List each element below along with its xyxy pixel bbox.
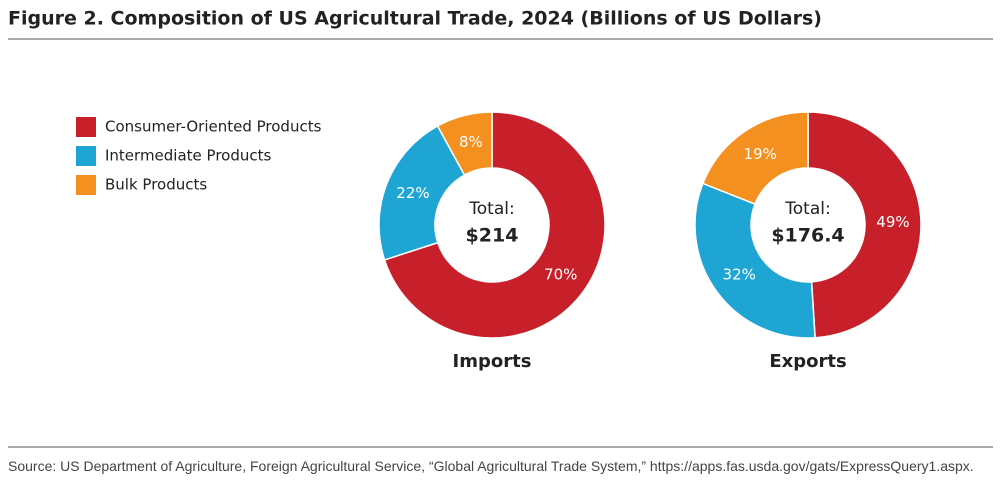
- total-label: Total:: [784, 199, 830, 219]
- slice-label: 70%: [544, 265, 577, 283]
- total-value: $214: [466, 225, 519, 247]
- slice-label: 8%: [459, 133, 483, 151]
- slice-label: 22%: [396, 184, 429, 202]
- legend-label: Intermediate Products: [105, 147, 271, 165]
- legend-swatch: [76, 146, 96, 166]
- slice-label: 32%: [723, 265, 756, 283]
- slice-label: 19%: [744, 145, 777, 163]
- legend-swatch: [76, 117, 96, 137]
- chart-title: Figure 2. Composition of US Agricultural…: [8, 8, 822, 30]
- donut-slice: [807, 111, 922, 339]
- donut-slice: [436, 111, 493, 177]
- legend-swatch: [76, 175, 96, 195]
- donut-slice: [378, 124, 466, 261]
- total-value: $176.4: [771, 225, 844, 247]
- donut-slice: [701, 111, 809, 205]
- legend-label: Bulk Products: [105, 176, 207, 194]
- donut-slice: [694, 182, 816, 339]
- donut-slice: [383, 111, 606, 339]
- total-label: Total:: [468, 199, 514, 219]
- slice-label: 49%: [876, 213, 909, 231]
- chart-label: Imports: [453, 351, 532, 372]
- chart-label: Exports: [769, 351, 846, 372]
- source-note: Source: US Department of Agriculture, Fo…: [8, 458, 974, 474]
- legend-label: Consumer-Oriented Products: [105, 118, 322, 136]
- chart: Figure 2. Composition of US Agricultural…: [8, 8, 993, 448]
